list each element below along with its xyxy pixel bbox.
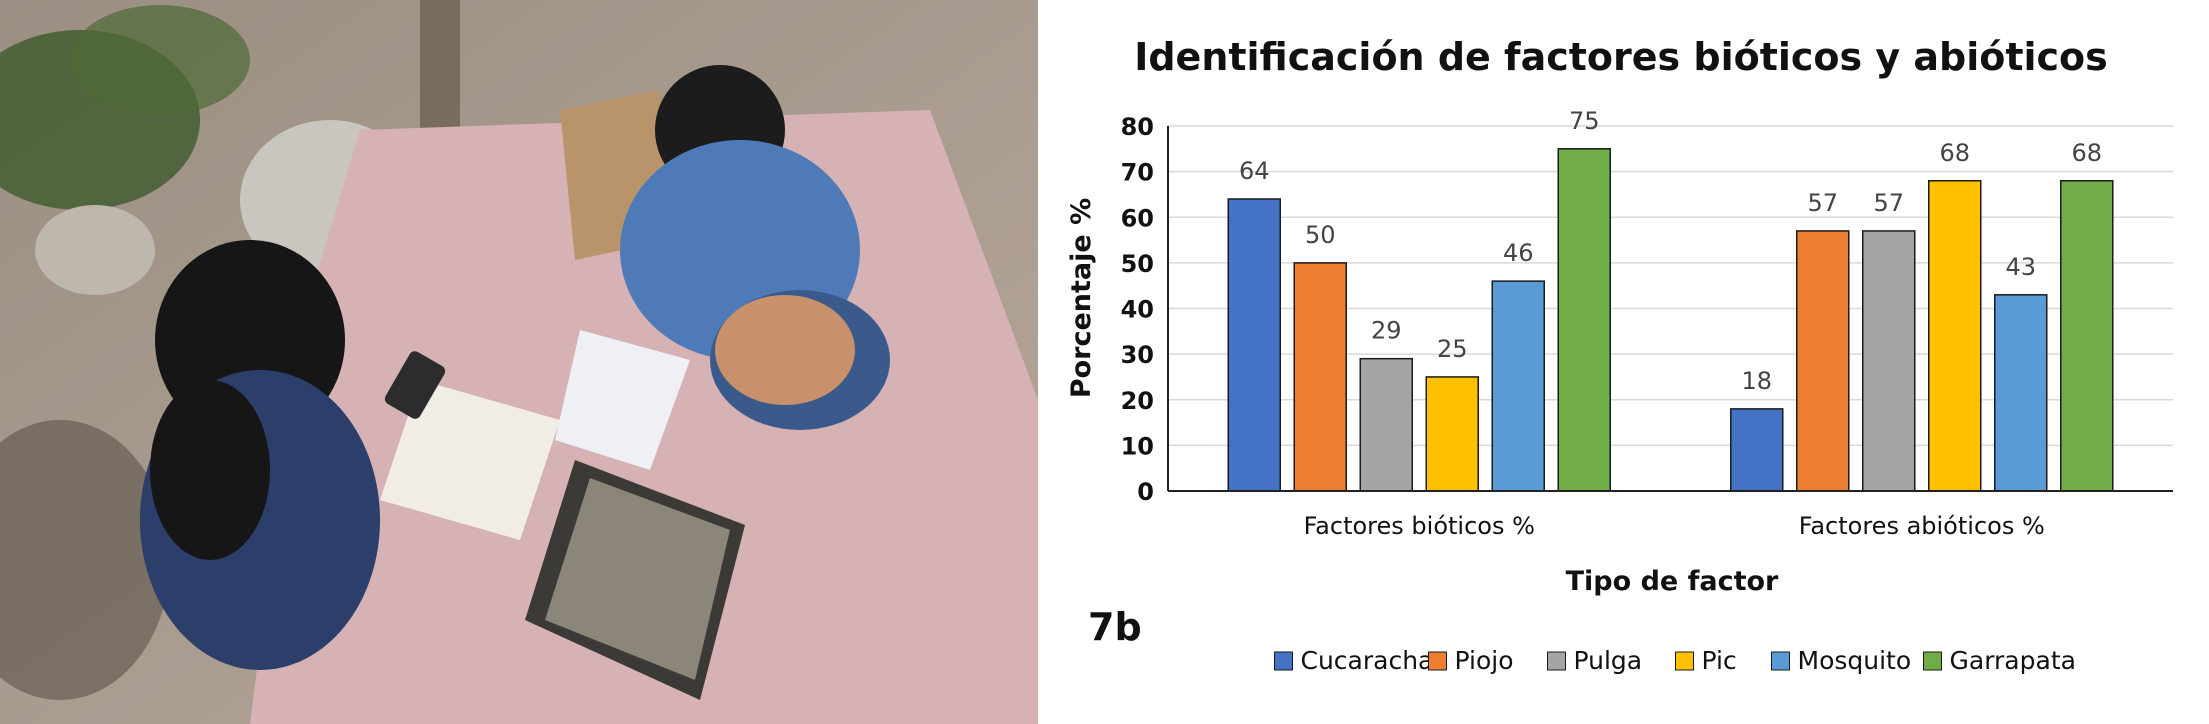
bar-pulga-2 (1862, 230, 1916, 492)
legend-swatch (1923, 651, 1942, 671)
legend-label: Mosquito (1798, 646, 1912, 675)
bar-pic-2 (1928, 180, 1982, 492)
phone (384, 351, 446, 419)
x-axis-title: Tipo de factor (1566, 566, 1779, 597)
y-tick-label: 30 (1121, 341, 1154, 369)
bar-chart: Identificación de factores bióticos y ab… (1066, 35, 2173, 675)
y-axis-ticks: 0 10 20 30 40 50 60 70 80 (1121, 113, 1154, 506)
data-label: 50 (1305, 221, 1336, 249)
rock (35, 205, 155, 295)
person-skin (715, 295, 855, 405)
x-category-label: Factores bióticos % (1304, 512, 1535, 540)
bar-mosquito-2 (1994, 294, 2048, 492)
legend-swatch (1428, 651, 1447, 671)
legend-swatch (1274, 651, 1293, 671)
y-tick-label: 10 (1121, 432, 1154, 460)
legend-label: Cucaracha (1301, 646, 1434, 675)
y-tick-label: 0 (1137, 478, 1154, 506)
legend-swatch (1771, 651, 1790, 671)
legend-label: Pulga (1574, 646, 1643, 675)
legend-label: Garrapata (1950, 646, 2076, 675)
paper-sheet (380, 380, 560, 540)
y-tick-label: 60 (1121, 204, 1154, 232)
legend-item-garrapata: Garrapata (1923, 646, 2076, 675)
legend-item-mosquito: Mosquito (1771, 646, 1912, 675)
legend-item-pulga: Pulga (1547, 646, 1643, 675)
data-label: 18 (1741, 367, 1772, 395)
legend-item-piojo: Piojo (1428, 646, 1514, 675)
y-axis-title: Porcentaje % (1066, 198, 1097, 398)
plant-foliage (70, 5, 250, 115)
data-label: 57 (1873, 189, 1904, 217)
data-label: 57 (1807, 189, 1838, 217)
data-label: 43 (2005, 253, 2036, 281)
tray-contents (545, 478, 730, 680)
legend-label: Piojo (1455, 646, 1514, 675)
panel-tag: 7b (1088, 605, 1142, 649)
x-axis-categories: Factores bióticos % Factores abióticos % (1304, 512, 2045, 540)
y-tick-label: 70 (1121, 159, 1154, 187)
bar-mosquito-1 (1491, 280, 1545, 492)
y-tick-label: 50 (1121, 250, 1154, 278)
bar-garrapata-2 (2060, 180, 2114, 492)
y-tick-label: 80 (1121, 113, 1154, 141)
chart-panel: Identificación de factores bióticos y ab… (1038, 0, 2209, 724)
bar-piojo-1 (1293, 262, 1347, 492)
data-labels: 64 50 29 25 46 75 18 57 57 68 43 68 (1239, 107, 2102, 395)
legend-swatch (1675, 651, 1694, 671)
x-category-label: Factores abióticos % (1799, 512, 2045, 540)
worksheet (555, 330, 690, 470)
bar-pic-1 (1425, 376, 1479, 492)
photo-illustration (0, 0, 1038, 724)
chart-title: Identificación de factores bióticos y ab… (1134, 35, 2108, 79)
bar-garrapata-1 (1557, 148, 1611, 492)
bar-cucaracha-2 (1730, 408, 1784, 492)
bar-piojo-2 (1796, 230, 1850, 492)
person-hair (150, 380, 270, 560)
data-label: 46 (1503, 239, 1534, 267)
legend-item-pic: Pic (1675, 646, 1737, 675)
field-photo (0, 0, 1038, 724)
bars (1227, 148, 2114, 492)
shadow (0, 420, 170, 700)
legend-swatch (1547, 651, 1566, 671)
data-label: 29 (1371, 317, 1402, 345)
data-label: 68 (2071, 139, 2102, 167)
y-tick-label: 40 (1121, 296, 1154, 324)
y-tick-label: 20 (1121, 387, 1154, 415)
data-label: 75 (1569, 107, 1600, 135)
bar-pulga-1 (1359, 357, 1413, 492)
legend: Cucaracha Piojo Pulga Pic Mosquito Garrapata (1274, 646, 2076, 675)
data-label: 25 (1437, 335, 1468, 363)
legend-item-cucaracha: Cucaracha (1274, 646, 1434, 675)
data-label: 68 (1939, 139, 1970, 167)
legend-label: Pic (1702, 646, 1737, 675)
data-label: 64 (1239, 157, 1270, 185)
bar-cucaracha-1 (1227, 198, 1281, 492)
